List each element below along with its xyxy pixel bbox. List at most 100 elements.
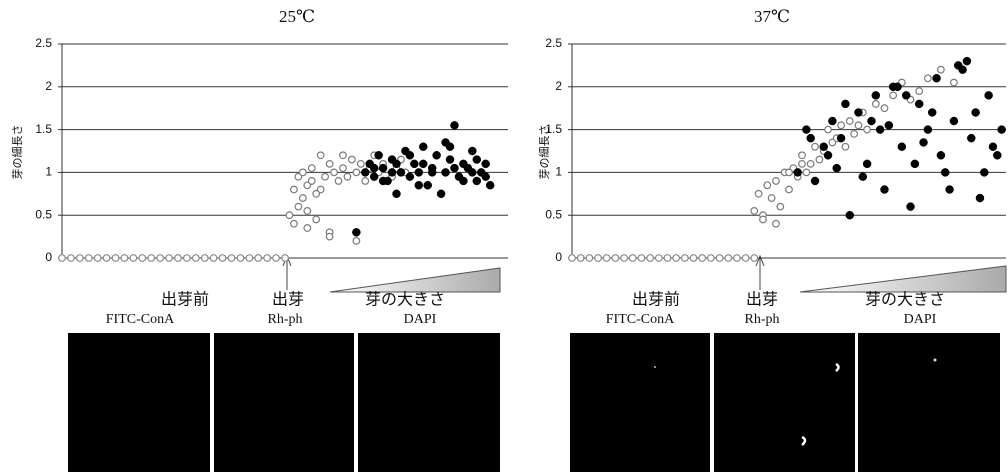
filled-point — [911, 160, 919, 168]
stain-label: DAPI — [904, 312, 937, 327]
micro-image — [714, 333, 855, 472]
open-point — [816, 156, 823, 163]
filled-point — [433, 151, 441, 159]
open-point — [647, 255, 654, 262]
open-point — [569, 255, 576, 262]
filled-point — [859, 173, 867, 181]
open-point — [219, 255, 226, 262]
filled-point — [379, 177, 387, 185]
filled-point — [928, 108, 936, 116]
filled-point — [379, 164, 387, 172]
open-point — [638, 255, 645, 262]
filled-point — [941, 168, 949, 176]
open-point — [237, 255, 244, 262]
open-point — [881, 105, 888, 112]
micro-image — [570, 333, 710, 472]
filled-point — [876, 126, 884, 134]
y-axis-label: 芽の細長さ — [10, 125, 24, 180]
filled-point — [998, 126, 1006, 134]
filled-point — [446, 156, 454, 164]
open-point — [621, 255, 628, 262]
open-point — [255, 255, 262, 262]
filled-point — [946, 186, 954, 194]
open-point — [291, 186, 298, 193]
open-point — [304, 208, 311, 215]
filled-point — [937, 151, 945, 159]
filled-point — [802, 126, 810, 134]
filled-point — [920, 138, 928, 146]
filled-point — [933, 74, 941, 82]
filled-point — [972, 108, 980, 116]
open-point — [344, 173, 351, 180]
open-point — [716, 255, 723, 262]
size-wedge — [330, 268, 500, 292]
filled-point — [863, 160, 871, 168]
y-tick-label: 2.5 — [545, 36, 562, 50]
filled-point — [388, 168, 396, 176]
y-tick-label: 1.5 — [35, 122, 52, 136]
open-point — [300, 195, 307, 202]
open-point — [59, 255, 66, 262]
open-point — [362, 178, 369, 185]
open-point — [751, 208, 758, 215]
filled-point — [980, 168, 988, 176]
open-point — [77, 255, 84, 262]
filled-point — [867, 117, 875, 125]
filled-point — [482, 160, 490, 168]
open-point — [282, 255, 289, 262]
open-point — [349, 156, 356, 163]
y-tick-label: 2.5 — [35, 36, 52, 50]
filled-point — [924, 126, 932, 134]
filled-point — [841, 100, 849, 108]
filled-point — [375, 151, 383, 159]
filled-point — [976, 194, 984, 202]
filled-point — [415, 181, 423, 189]
open-point — [286, 212, 293, 219]
filled-point — [833, 164, 841, 172]
open-point — [708, 255, 715, 262]
open-point — [764, 182, 771, 189]
open-point — [951, 79, 958, 86]
open-point — [68, 255, 75, 262]
open-point — [725, 255, 732, 262]
open-point — [755, 191, 762, 198]
open-point — [629, 255, 636, 262]
filled-point — [424, 181, 432, 189]
open-point — [742, 255, 749, 262]
stage-label: 出芽 — [272, 290, 304, 309]
open-point — [851, 131, 858, 138]
filled-point — [993, 151, 1001, 159]
open-point — [157, 255, 164, 262]
open-point — [773, 220, 780, 227]
open-point — [786, 169, 793, 176]
y-tick-label: 0.5 — [35, 207, 52, 221]
stage-label: 出芽前 — [632, 290, 680, 309]
filled-point — [393, 190, 401, 198]
open-point — [184, 255, 191, 262]
stain-label: FITC-ConA — [606, 312, 675, 327]
open-point — [353, 169, 360, 176]
open-point — [846, 118, 853, 125]
open-point — [317, 152, 324, 159]
open-point — [139, 255, 146, 262]
filled-point — [854, 108, 862, 116]
open-point — [340, 152, 347, 159]
filled-point — [352, 228, 360, 236]
open-point — [673, 255, 680, 262]
filled-point — [410, 160, 418, 168]
filled-point — [450, 164, 458, 172]
filled-point — [811, 177, 819, 185]
open-point — [699, 255, 706, 262]
open-point — [313, 216, 320, 223]
filled-point — [397, 168, 405, 176]
open-point — [313, 191, 320, 198]
open-point — [768, 195, 775, 202]
open-point — [175, 255, 182, 262]
open-point — [353, 238, 360, 245]
filled-point — [459, 177, 467, 185]
filled-point — [954, 61, 962, 69]
open-point — [304, 225, 311, 232]
open-point — [603, 255, 610, 262]
open-point — [734, 255, 741, 262]
filled-point — [361, 168, 369, 176]
